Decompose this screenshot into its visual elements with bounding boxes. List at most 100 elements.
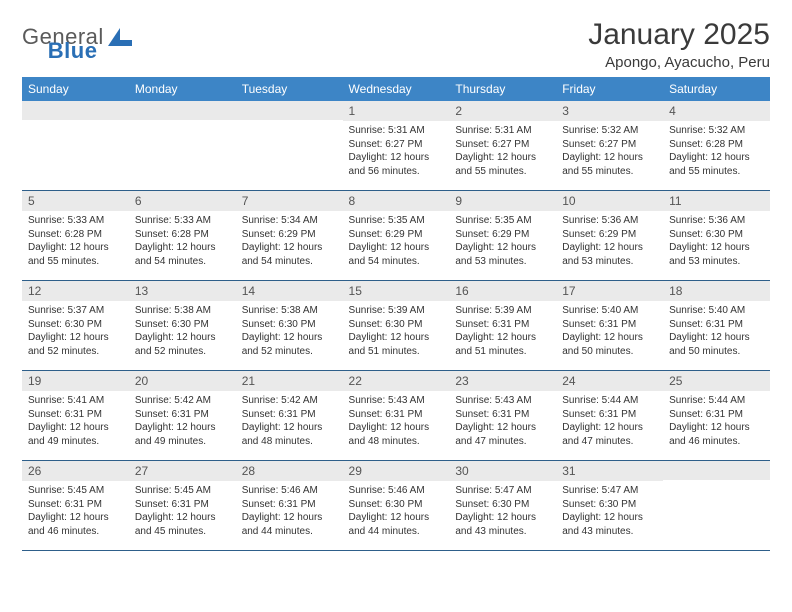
cell-body: Sunrise: 5:42 AMSunset: 6:31 PMDaylight:…	[129, 391, 236, 452]
calendar-cell: 7Sunrise: 5:34 AMSunset: 6:29 PMDaylight…	[236, 191, 343, 281]
cell-body: Sunrise: 5:38 AMSunset: 6:30 PMDaylight:…	[236, 301, 343, 362]
calendar-cell: 23Sunrise: 5:43 AMSunset: 6:31 PMDayligh…	[449, 371, 556, 461]
cell-body: Sunrise: 5:44 AMSunset: 6:31 PMDaylight:…	[663, 391, 770, 452]
cell-body: Sunrise: 5:36 AMSunset: 6:30 PMDaylight:…	[663, 211, 770, 272]
cell-body: Sunrise: 5:39 AMSunset: 6:31 PMDaylight:…	[449, 301, 556, 362]
cell-line: Sunrise: 5:31 AM	[455, 124, 550, 138]
day-number: 18	[663, 281, 770, 301]
cell-line: Daylight: 12 hours and 44 minutes.	[242, 511, 337, 538]
cell-line: Sunset: 6:31 PM	[28, 408, 123, 422]
calendar-cell: 31Sunrise: 5:47 AMSunset: 6:30 PMDayligh…	[556, 461, 663, 551]
cell-line: Sunrise: 5:44 AM	[562, 394, 657, 408]
cell-line: Sunrise: 5:47 AM	[455, 484, 550, 498]
calendar-cell: 28Sunrise: 5:46 AMSunset: 6:31 PMDayligh…	[236, 461, 343, 551]
day-number: 1	[343, 101, 450, 121]
cell-body: Sunrise: 5:35 AMSunset: 6:29 PMDaylight:…	[449, 211, 556, 272]
cell-line: Sunset: 6:31 PM	[135, 498, 230, 512]
cell-line: Daylight: 12 hours and 48 minutes.	[349, 421, 444, 448]
day-number: 31	[556, 461, 663, 481]
cell-line: Sunset: 6:29 PM	[349, 228, 444, 242]
cell-line: Daylight: 12 hours and 50 minutes.	[669, 331, 764, 358]
cell-line: Sunrise: 5:32 AM	[669, 124, 764, 138]
cell-line: Daylight: 12 hours and 46 minutes.	[669, 421, 764, 448]
cell-line: Daylight: 12 hours and 52 minutes.	[242, 331, 337, 358]
calendar-cell: 5 Sunrise: 5:33 AMSunset: 6:28 PMDaylight…	[22, 191, 129, 281]
cell-line: Sunset: 6:30 PM	[349, 318, 444, 332]
cell-body: Sunrise: 5:35 AMSunset: 6:29 PMDaylight:…	[343, 211, 450, 272]
cell-body: Sunrise: 5:34 AMSunset: 6:29 PMDaylight:…	[236, 211, 343, 272]
cell-body: Sunrise: 5:40 AMSunset: 6:31 PMDaylight:…	[663, 301, 770, 362]
cell-line: Sunrise: 5:37 AM	[28, 304, 123, 318]
calendar-cell	[22, 101, 129, 191]
cell-line: Daylight: 12 hours and 46 minutes.	[28, 511, 123, 538]
cell-body: Sunrise: 5:36 AMSunset: 6:29 PMDaylight:…	[556, 211, 663, 272]
calendar-cell: 21Sunrise: 5:42 AMSunset: 6:31 PMDayligh…	[236, 371, 343, 461]
day-number: 19	[22, 371, 129, 391]
cell-line: Sunset: 6:28 PM	[669, 138, 764, 152]
day-header: Wednesday	[343, 77, 450, 101]
cell-line: Sunset: 6:30 PM	[135, 318, 230, 332]
brand-name-part2: Blue	[48, 38, 98, 63]
cell-line: Daylight: 12 hours and 55 minutes.	[28, 241, 123, 268]
cell-line: Sunrise: 5:36 AM	[669, 214, 764, 228]
calendar-cell: 1Sunrise: 5:31 AMSunset: 6:27 PMDaylight…	[343, 101, 450, 191]
cell-line: Sunrise: 5:34 AM	[242, 214, 337, 228]
cell-line: Daylight: 12 hours and 52 minutes.	[135, 331, 230, 358]
cell-body: Sunrise: 5:41 AMSunset: 6:31 PMDaylight:…	[22, 391, 129, 452]
day-number: 5	[22, 191, 129, 211]
cell-line: Daylight: 12 hours and 54 minutes.	[135, 241, 230, 268]
cell-line: Sunset: 6:31 PM	[562, 318, 657, 332]
cell-line: Sunrise: 5:33 AM	[28, 214, 123, 228]
calendar-cell: 25Sunrise: 5:44 AMSunset: 6:31 PMDayligh…	[663, 371, 770, 461]
calendar-cell: 27Sunrise: 5:45 AMSunset: 6:31 PMDayligh…	[129, 461, 236, 551]
day-header: Monday	[129, 77, 236, 101]
day-number: 4	[663, 101, 770, 121]
cell-line: Sunrise: 5:40 AM	[562, 304, 657, 318]
calendar-cell	[236, 101, 343, 191]
cell-line: Daylight: 12 hours and 55 minutes.	[669, 151, 764, 178]
cell-line: Sunset: 6:31 PM	[28, 498, 123, 512]
sail-icon	[106, 26, 132, 48]
cell-line: Sunrise: 5:43 AM	[349, 394, 444, 408]
cell-line: Sunrise: 5:44 AM	[669, 394, 764, 408]
cell-line: Sunset: 6:29 PM	[562, 228, 657, 242]
calendar-cell: 18Sunrise: 5:40 AMSunset: 6:31 PMDayligh…	[663, 281, 770, 371]
cell-line: Daylight: 12 hours and 52 minutes.	[28, 331, 123, 358]
day-number	[22, 101, 129, 120]
day-header: Thursday	[449, 77, 556, 101]
day-number: 8	[343, 191, 450, 211]
week-row: 26Sunrise: 5:45 AMSunset: 6:31 PMDayligh…	[22, 461, 770, 551]
cell-line: Sunset: 6:31 PM	[562, 408, 657, 422]
cell-line: Sunrise: 5:45 AM	[28, 484, 123, 498]
cell-body: Sunrise: 5:45 AMSunset: 6:31 PMDaylight:…	[22, 481, 129, 542]
cell-line: Daylight: 12 hours and 56 minutes.	[349, 151, 444, 178]
cell-line: Sunset: 6:28 PM	[135, 228, 230, 242]
cell-line: Daylight: 12 hours and 54 minutes.	[242, 241, 337, 268]
day-number	[236, 101, 343, 120]
title-block: January 2025 Apongo, Ayacucho, Peru	[588, 18, 770, 71]
cell-line: Sunset: 6:31 PM	[455, 318, 550, 332]
cell-body: Sunrise: 5:46 AMSunset: 6:30 PMDaylight:…	[343, 481, 450, 542]
day-number: 27	[129, 461, 236, 481]
cell-body: Sunrise: 5:39 AMSunset: 6:30 PMDaylight:…	[343, 301, 450, 362]
calendar-cell: 29Sunrise: 5:46 AMSunset: 6:30 PMDayligh…	[343, 461, 450, 551]
day-header-row: Sunday Monday Tuesday Wednesday Thursday…	[22, 77, 770, 101]
calendar-table: Sunday Monday Tuesday Wednesday Thursday…	[22, 77, 770, 551]
calendar-cell: 30Sunrise: 5:47 AMSunset: 6:30 PMDayligh…	[449, 461, 556, 551]
calendar-cell: 11Sunrise: 5:36 AMSunset: 6:30 PMDayligh…	[663, 191, 770, 281]
day-number: 9	[449, 191, 556, 211]
cell-body: Sunrise: 5:32 AMSunset: 6:28 PMDaylight:…	[663, 121, 770, 182]
cell-line: Daylight: 12 hours and 49 minutes.	[28, 421, 123, 448]
cell-line: Sunset: 6:29 PM	[242, 228, 337, 242]
day-header: Tuesday	[236, 77, 343, 101]
calendar-cell: 3Sunrise: 5:32 AMSunset: 6:27 PMDaylight…	[556, 101, 663, 191]
location-label: Apongo, Ayacucho, Peru	[588, 54, 770, 71]
cell-body: Sunrise: 5:46 AMSunset: 6:31 PMDaylight:…	[236, 481, 343, 542]
day-number: 14	[236, 281, 343, 301]
calendar-cell: 17Sunrise: 5:40 AMSunset: 6:31 PMDayligh…	[556, 281, 663, 371]
calendar-cell: 15Sunrise: 5:39 AMSunset: 6:30 PMDayligh…	[343, 281, 450, 371]
cell-line: Sunrise: 5:42 AM	[242, 394, 337, 408]
cell-line: Sunset: 6:28 PM	[28, 228, 123, 242]
cell-line: Sunset: 6:30 PM	[349, 498, 444, 512]
cell-line: Sunrise: 5:35 AM	[349, 214, 444, 228]
